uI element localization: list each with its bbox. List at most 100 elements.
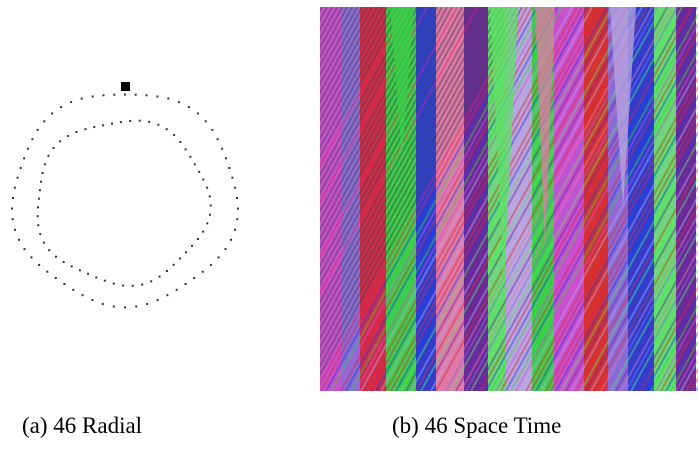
radial-dot: [209, 213, 211, 216]
radial-dot: [111, 122, 113, 125]
radial-dot: [122, 284, 125, 287]
radial-dot: [236, 218, 239, 221]
radial-dot: [185, 251, 187, 254]
radial-dot: [16, 176, 19, 179]
radial-dot: [47, 154, 50, 157]
radial-dot: [193, 277, 196, 279]
space-time-band: [342, 7, 360, 391]
radial-dot: [11, 207, 14, 210]
radial-dot: [189, 155, 192, 158]
radial-dot: [75, 131, 78, 133]
radial-dot: [167, 97, 170, 100]
radial-dot: [202, 230, 205, 233]
radial-dot: [13, 186, 16, 189]
radial-dot: [40, 180, 42, 183]
radial-dot: [202, 178, 205, 181]
radial-dot: [150, 280, 153, 283]
radial-dot: [102, 94, 105, 97]
radial-dot: [216, 138, 219, 141]
radial-dot: [38, 263, 41, 266]
radial-dot: [135, 305, 138, 308]
radial-dot: [37, 206, 39, 209]
radial-dot: [12, 197, 14, 199]
radial-dot: [59, 140, 62, 143]
radial-dot: [62, 261, 65, 263]
radial-dot: [101, 303, 104, 305]
radial-dot: [187, 106, 190, 109]
radial-dot: [113, 93, 116, 96]
radial-dot: [209, 263, 212, 266]
space-time-band: [554, 7, 584, 391]
radial-dot: [51, 112, 54, 115]
space-time-pattern: [320, 7, 698, 391]
radial-dot: [72, 288, 75, 291]
radial-dot: [60, 106, 63, 109]
radial-dot: [63, 283, 66, 285]
radial-dot: [141, 283, 144, 286]
radial-dot: [228, 167, 231, 169]
space-time-wedge: [535, 7, 555, 247]
radial-dot: [196, 238, 199, 240]
radial-dot: [84, 128, 87, 131]
radial-dot: [224, 248, 227, 251]
radial-dot: [209, 204, 212, 207]
radial-dot: [146, 303, 149, 305]
radial-dot: [43, 163, 46, 166]
radial-dot: [173, 134, 176, 137]
radial-dot: [103, 279, 106, 282]
radial-dot: [172, 263, 175, 266]
space-time-wedge: [390, 7, 414, 157]
space-time-band: [584, 7, 608, 391]
radial-dot: [54, 277, 57, 279]
radial-marker: [121, 82, 130, 91]
space-time-band: [628, 7, 654, 391]
radial-dot: [206, 222, 209, 225]
radial-dot: [91, 299, 94, 302]
radial-dot: [112, 282, 115, 285]
radial-dot: [158, 275, 161, 278]
space-time-band: [654, 7, 676, 391]
radial-dot: [119, 121, 122, 124]
radial-dot: [37, 197, 40, 200]
radial-dot: [224, 157, 227, 160]
space-time-band: [416, 7, 436, 391]
space-time-band: [360, 7, 386, 391]
radial-dot: [43, 120, 46, 123]
radial-dot: [124, 306, 126, 309]
space-time-wedge: [490, 7, 518, 287]
radial-dot: [19, 167, 22, 169]
radial-dot: [31, 138, 34, 141]
radial-dot: [178, 257, 181, 260]
radial-dot: [230, 238, 232, 241]
space-time-wedge: [610, 7, 636, 207]
radial-dot: [36, 215, 39, 218]
radial-dot: [198, 170, 201, 173]
radial-dot: [39, 233, 42, 236]
radial-dot: [145, 94, 148, 97]
radial-dot: [18, 238, 20, 241]
radial-dot: [165, 270, 168, 272]
radial-dot: [231, 176, 234, 179]
radial-dot: [165, 128, 168, 131]
radial-dot: [70, 265, 73, 268]
radial-dot: [234, 228, 236, 231]
radial-dot: [234, 186, 237, 189]
radial-dot: [80, 97, 83, 100]
radial-dot: [66, 135, 69, 137]
space-time-plot: [320, 7, 698, 391]
space-time-band: [464, 7, 488, 391]
radial-dot: [131, 284, 134, 287]
radial-dot: [48, 249, 51, 252]
radial-dot: [184, 148, 187, 151]
space-time-band: [320, 7, 342, 391]
radial-dot: [14, 228, 16, 231]
radial-dot-ring: [11, 82, 239, 309]
radial-dot: [191, 244, 193, 247]
radial-dot: [206, 186, 209, 189]
radial-dot: [81, 294, 84, 297]
radial-dot: [112, 305, 115, 308]
radial-dot: [201, 270, 204, 273]
radial-dot: [52, 147, 55, 149]
radial-dot: [37, 224, 40, 227]
radial-dot: [87, 272, 90, 275]
